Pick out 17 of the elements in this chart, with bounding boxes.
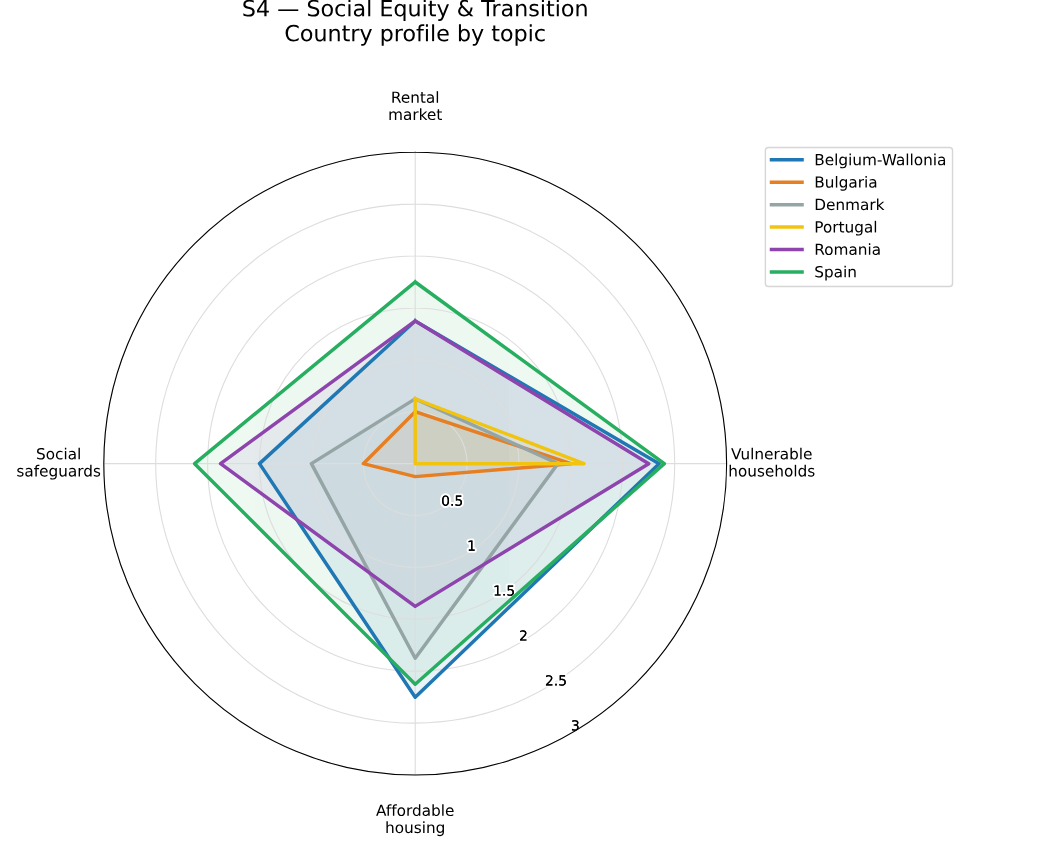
legend-label: Belgium-Wallonia	[815, 153, 946, 169]
legend-label: Denmark	[815, 198, 885, 211]
legend-label: Spain	[815, 265, 856, 281]
chart-title: S4 — Social Equity & Transition Country profile by topic	[243, 0, 587, 46]
y-tick-label: 2.5	[545, 675, 566, 686]
legend-label: Portugal	[815, 220, 877, 236]
legend-label: Romania	[815, 243, 880, 256]
spoke-label: Affordable housing	[376, 804, 454, 837]
y-tick-label: 0.5	[442, 495, 463, 506]
spoke-label: Vulnerable households	[729, 447, 815, 477]
legend-label: Bulgaria	[815, 175, 877, 191]
y-tick-label: 1.5	[494, 585, 514, 596]
y-tick-label: 1	[468, 540, 475, 551]
y-tick-label: 3	[571, 720, 579, 731]
spoke-label: Social safeguards	[17, 447, 101, 480]
spoke-label: Rental market	[389, 91, 442, 121]
y-tick-label: 2	[520, 630, 527, 641]
